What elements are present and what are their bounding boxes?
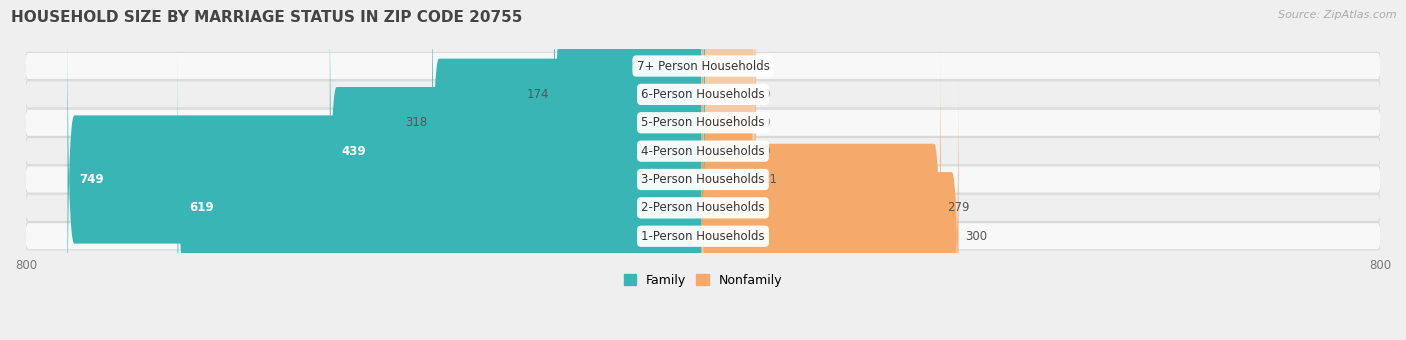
Text: 5-Person Households: 5-Person Households [641, 116, 765, 129]
FancyBboxPatch shape [432, 0, 704, 286]
Text: Source: ZipAtlas.com: Source: ZipAtlas.com [1278, 10, 1396, 20]
Text: 300: 300 [966, 230, 987, 243]
FancyBboxPatch shape [330, 0, 704, 314]
Text: 439: 439 [342, 144, 367, 158]
Text: 6-Person Households: 6-Person Households [641, 88, 765, 101]
FancyBboxPatch shape [18, 0, 1388, 340]
FancyBboxPatch shape [702, 0, 755, 257]
Text: 174: 174 [526, 88, 548, 101]
Text: 39: 39 [648, 59, 664, 72]
FancyBboxPatch shape [702, 0, 755, 314]
Text: 619: 619 [190, 201, 214, 214]
FancyBboxPatch shape [18, 0, 1388, 340]
FancyBboxPatch shape [554, 0, 704, 257]
Legend: Family, Nonfamily: Family, Nonfamily [619, 269, 787, 292]
FancyBboxPatch shape [702, 73, 959, 340]
Text: 749: 749 [79, 173, 104, 186]
FancyBboxPatch shape [702, 45, 941, 340]
FancyBboxPatch shape [18, 0, 1388, 340]
Text: 0: 0 [762, 116, 769, 129]
FancyBboxPatch shape [18, 0, 1388, 340]
FancyBboxPatch shape [702, 0, 755, 229]
FancyBboxPatch shape [18, 0, 1388, 340]
Text: 0: 0 [762, 144, 769, 158]
Text: 279: 279 [948, 201, 970, 214]
FancyBboxPatch shape [67, 17, 704, 340]
FancyBboxPatch shape [702, 17, 755, 340]
Text: HOUSEHOLD SIZE BY MARRIAGE STATUS IN ZIP CODE 20755: HOUSEHOLD SIZE BY MARRIAGE STATUS IN ZIP… [11, 10, 523, 25]
Text: 1-Person Households: 1-Person Households [641, 230, 765, 243]
Text: 2-Person Households: 2-Person Households [641, 201, 765, 214]
FancyBboxPatch shape [18, 0, 1388, 340]
FancyBboxPatch shape [177, 45, 704, 340]
Text: 0: 0 [762, 59, 769, 72]
FancyBboxPatch shape [668, 0, 704, 229]
Text: 21: 21 [762, 173, 778, 186]
FancyBboxPatch shape [18, 0, 1388, 340]
Text: 318: 318 [405, 116, 427, 129]
FancyBboxPatch shape [702, 0, 755, 286]
Text: 3-Person Households: 3-Person Households [641, 173, 765, 186]
Text: 0: 0 [762, 88, 769, 101]
Text: 4-Person Households: 4-Person Households [641, 144, 765, 158]
Text: 7+ Person Households: 7+ Person Households [637, 59, 769, 72]
